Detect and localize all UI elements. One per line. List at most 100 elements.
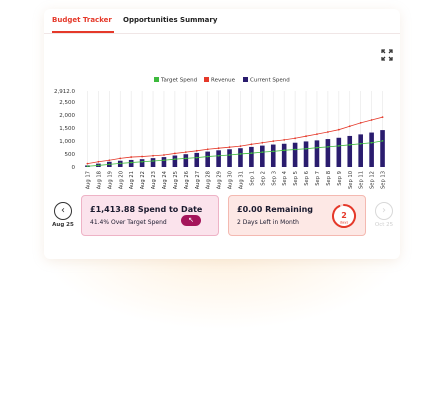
current-spend-bar (194, 152, 200, 167)
budget-card: Budget Tracker Opportunities Summary Tar… (44, 9, 400, 259)
target-spend-point (184, 157, 187, 160)
x-tick-label: Sep 8 (326, 171, 332, 186)
current-spend-bar (380, 130, 385, 167)
revenue-point (130, 156, 133, 158)
x-tick-label: Sep 3 (271, 171, 277, 186)
current-spend-bar (336, 137, 342, 167)
target-spend-point (381, 140, 384, 142)
target-spend-point (163, 159, 165, 162)
y-tick-label: 500 (65, 152, 76, 158)
current-spend-bar (303, 141, 309, 167)
target-spend-point (119, 162, 122, 165)
target-spend-point (108, 163, 111, 166)
legend-swatch (204, 77, 209, 82)
x-tick-label: Sep 6 (304, 171, 310, 186)
chevron-left-icon[interactable]: ‹ (54, 202, 72, 220)
target-spend-point (359, 142, 362, 145)
revenue-point (359, 121, 362, 124)
current-spend-bar (249, 146, 254, 167)
current-spend-bar (292, 142, 298, 167)
revenue-point (163, 154, 165, 156)
y-tick-label: 1,500 (59, 126, 75, 132)
target-spend-point (261, 151, 264, 154)
x-tick-label: Aug 17 (85, 171, 91, 189)
spend-to-date-title: £1,413.88 Spend to Date (90, 205, 203, 214)
current-spend-bar (238, 148, 243, 167)
legend-label: Current Spend (250, 78, 290, 84)
current-spend-bar (314, 140, 320, 167)
revenue-point (337, 128, 340, 131)
cursor-arrow-icon[interactable]: ↖ (181, 215, 201, 226)
target-spend-point (217, 154, 220, 157)
target-spend-point (173, 158, 176, 161)
x-tick-label: Sep 12 (370, 171, 376, 189)
current-spend-bar (347, 135, 353, 167)
current-spend-bar (183, 154, 189, 167)
prev-month-label: Aug 25 (52, 222, 74, 228)
revenue-point (381, 116, 384, 119)
revenue-point (272, 140, 275, 143)
y-tick-label: 1,000 (59, 139, 75, 145)
revenue-point (184, 151, 187, 154)
target-spend-point (272, 150, 275, 153)
x-tick-label: Aug 30 (228, 171, 234, 189)
x-tick-label: Aug 21 (129, 171, 135, 189)
current-spend-bar (150, 158, 156, 167)
spend-to-date-card: £1,413.88 Spend to Date 41.4% Over Targe… (81, 195, 219, 236)
revenue-point (305, 135, 307, 138)
x-tick-label: Sep 9 (337, 171, 343, 186)
current-spend-bar (227, 149, 232, 167)
target-spend-point (141, 160, 144, 163)
revenue-point (283, 138, 286, 141)
x-tick-label: Sep 10 (348, 171, 354, 189)
over-target-text: 41.4% Over Target Spend (90, 219, 167, 226)
tab-budget-tracker[interactable]: Budget Tracker (52, 16, 114, 33)
x-tick-label: Sep 5 (293, 171, 299, 186)
target-spend-point (305, 147, 307, 150)
days-value: 2 (341, 211, 347, 220)
x-tick-label: Aug 19 (107, 171, 113, 189)
y-tick-label: 2,000 (59, 113, 75, 119)
legend-swatch (243, 77, 248, 82)
current-spend-bar (139, 159, 145, 167)
target-spend-point (337, 144, 340, 147)
budget-chart: Target Spend Revenue Current Spend 2,912.0 2… (54, 77, 387, 189)
x-tick-label: Sep 1 (249, 171, 255, 186)
target-spend-point (152, 160, 154, 162)
legend-swatch (154, 77, 159, 82)
revenue-point (261, 141, 264, 144)
current-spend-bar (260, 145, 265, 167)
target-spend-point (316, 146, 318, 149)
target-spend-point (250, 152, 253, 155)
target-spend-point (228, 154, 231, 156)
revenue-point (195, 149, 198, 152)
current-spend-bar (161, 157, 167, 167)
revenue-point (152, 154, 154, 157)
x-tick-label: Sep 13 (381, 171, 387, 189)
target-spend-point (86, 165, 89, 168)
current-spend-bar (128, 159, 134, 167)
legend-label: Revenue (211, 78, 236, 84)
target-spend-point (283, 149, 286, 152)
chevron-right-icon[interactable]: › (375, 202, 393, 220)
x-tick-label: Aug 27 (195, 171, 201, 189)
target-spend-point (97, 164, 100, 167)
target-spend-point (348, 143, 351, 146)
expand-icon[interactable] (381, 46, 393, 61)
revenue-point (250, 143, 253, 146)
remaining-title: £0.00 Remaining (237, 205, 314, 214)
target-spend-line (87, 140, 383, 167)
tab-opportunities-summary[interactable]: Opportunities Summary (123, 16, 218, 24)
y-tick-label: 2,500 (59, 100, 75, 106)
x-tick-label: Sep 4 (282, 170, 288, 185)
x-tick-label: Aug 25 (173, 171, 179, 189)
revenue-point (228, 146, 231, 149)
legend-label: Target Spend (160, 78, 197, 84)
x-tick-label: Aug 22 (140, 171, 146, 189)
days-unit: days (340, 221, 349, 225)
target-spend-point (326, 146, 329, 148)
x-tick-label: Aug 23 (151, 171, 157, 189)
target-spend-point (370, 141, 373, 144)
current-spend-bar (358, 134, 363, 167)
remaining-card: £0.00 Remaining 2 Days Left in Month 2 d… (228, 195, 366, 236)
